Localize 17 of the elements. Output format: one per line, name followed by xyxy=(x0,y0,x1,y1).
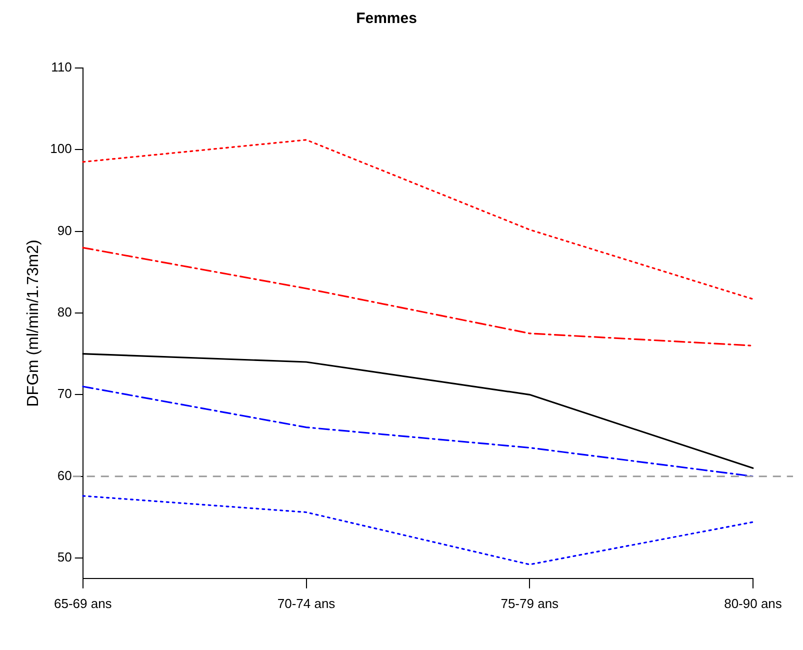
line-series xyxy=(82,139,754,300)
line-series xyxy=(82,386,754,478)
x-tick-label: 65-69 ans xyxy=(54,596,112,611)
y-axis-title: DFGm (ml/min/1.73m2) xyxy=(25,240,42,407)
line-series xyxy=(82,495,754,566)
y-tick-label: 100 xyxy=(50,141,72,156)
line-series xyxy=(82,246,754,346)
chart-title: Femmes xyxy=(356,10,417,28)
y-tick-label: 50 xyxy=(57,550,72,565)
x-tick-label: 70-74 ans xyxy=(277,596,336,611)
y-tick-label: 90 xyxy=(57,222,72,238)
x-tick-label: 75-79 ans xyxy=(500,596,560,611)
y-tick-label: 70 xyxy=(57,386,72,402)
x-tick-label: 80-90 ans xyxy=(724,596,782,611)
y-tick-label: 60 xyxy=(57,468,72,483)
y-tick-label: 80 xyxy=(57,304,72,320)
y-tick-label: 110 xyxy=(51,60,72,75)
